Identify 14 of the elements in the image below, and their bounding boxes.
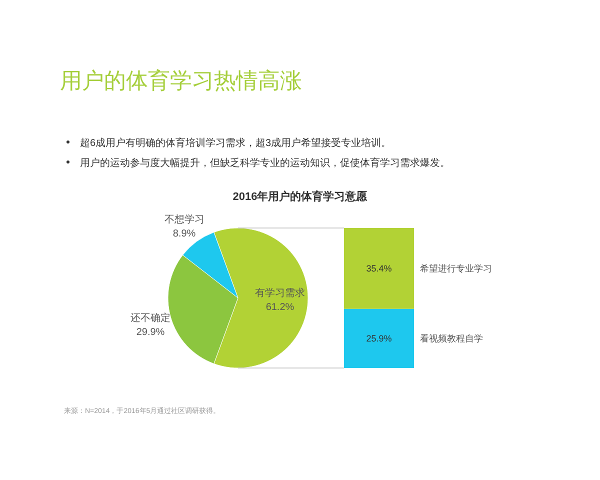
text: 用户的运动参与度大幅提升，但缺乏科学专业的运动知识，促使体育学习需求爆发。 xyxy=(80,157,450,169)
data-label: 29.9% xyxy=(136,327,165,338)
slice-label: 还不确定 xyxy=(130,312,171,324)
data-label: 61.2% xyxy=(266,302,294,313)
chart-subtitle: 2016年用户的体育学习意愿 xyxy=(232,190,368,203)
series-label: 看视频教程自学 xyxy=(420,333,483,344)
slice-label: 有学习需求 xyxy=(255,287,305,299)
value-label: 25.9% xyxy=(366,333,392,344)
series-label: 希望进行专业学习 xyxy=(420,263,492,274)
text: 超6成用户有明确的体育培训学习需求，超3成用户希望接受专业培训。 xyxy=(80,137,392,149)
value-label: 35.4% xyxy=(366,263,392,274)
chart-title: 用户的体育学习热情高涨 xyxy=(60,68,302,93)
slice-label: 不想学习 xyxy=(164,214,204,226)
data-label: 8.9% xyxy=(172,228,196,240)
